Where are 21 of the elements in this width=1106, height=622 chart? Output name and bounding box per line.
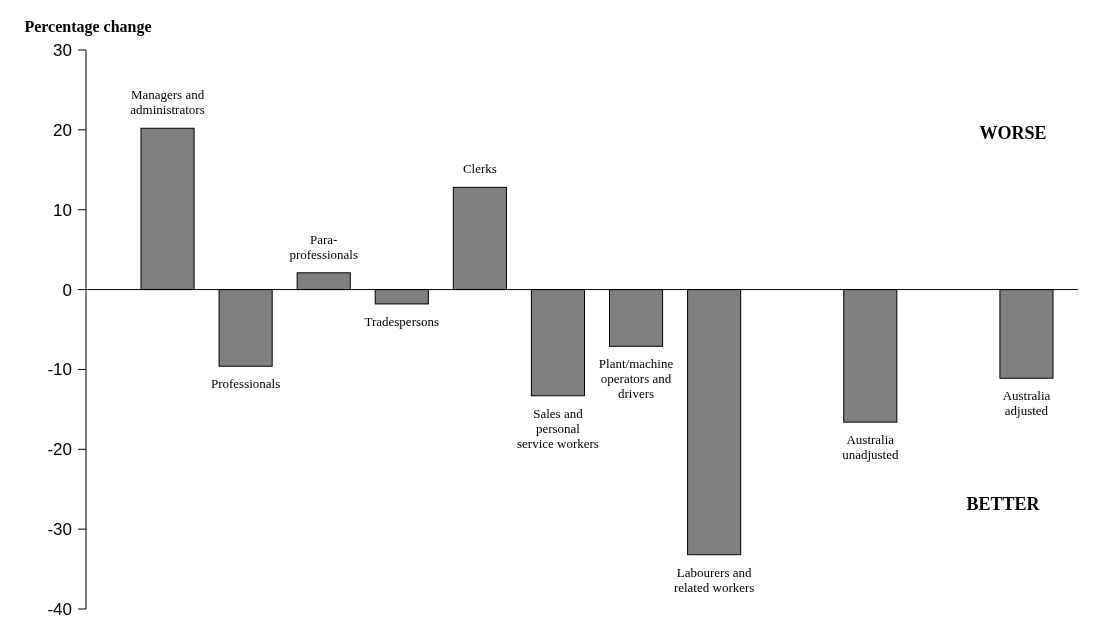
annotation: WORSE <box>979 123 1047 143</box>
y-tick-label: -10 <box>47 360 72 380</box>
x-tick-label: Australia unadjusted <box>842 432 899 463</box>
x-tick-label: Tradespersons <box>364 313 440 329</box>
y-tick-label: 10 <box>53 200 72 220</box>
x-tick-label: Labourers and related workers <box>673 564 755 595</box>
x-tick-label: Australia adjusted <box>1002 388 1051 419</box>
x-tick-label: Professionals <box>210 376 281 392</box>
x-tick-label: Clerks <box>462 161 497 177</box>
x-tick-label: Para-professionals <box>289 231 359 262</box>
x-tick-label: Managers and administrators <box>130 87 205 118</box>
x-tick-label: Sales and personal service workers <box>516 405 599 451</box>
x-tick-label: Plant/machine operators and drivers <box>598 356 674 402</box>
annotation: BETTER <box>966 494 1041 514</box>
y-tick-label: 0 <box>62 280 72 300</box>
y-tick-label: -20 <box>47 440 72 460</box>
y-tick-label: -30 <box>47 520 72 540</box>
y-tick-label: -40 <box>47 599 72 619</box>
y-tick-label: 30 <box>53 40 72 60</box>
y-axis-title: Percentage change <box>24 18 152 36</box>
y-tick-label: 20 <box>53 120 72 140</box>
